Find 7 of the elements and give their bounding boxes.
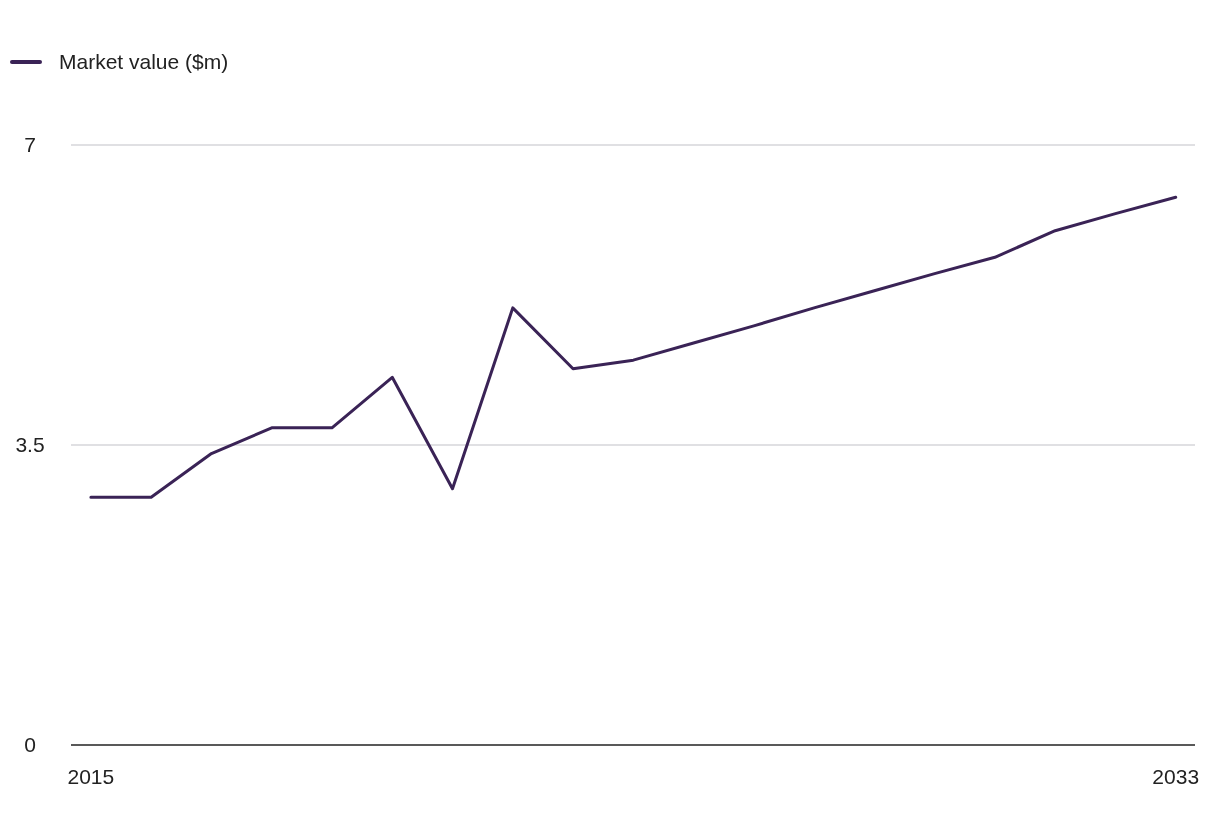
legend-label: Market value ($m) — [59, 50, 229, 74]
line-series — [89, 195, 1178, 499]
y-tick-label: 7 — [24, 133, 36, 157]
y-tick-label: 3.5 — [15, 433, 45, 457]
x-tick-label: 2015 — [67, 765, 115, 789]
y-tick-label: 0 — [24, 733, 36, 757]
x-tick-label: 2033 — [1152, 765, 1200, 789]
